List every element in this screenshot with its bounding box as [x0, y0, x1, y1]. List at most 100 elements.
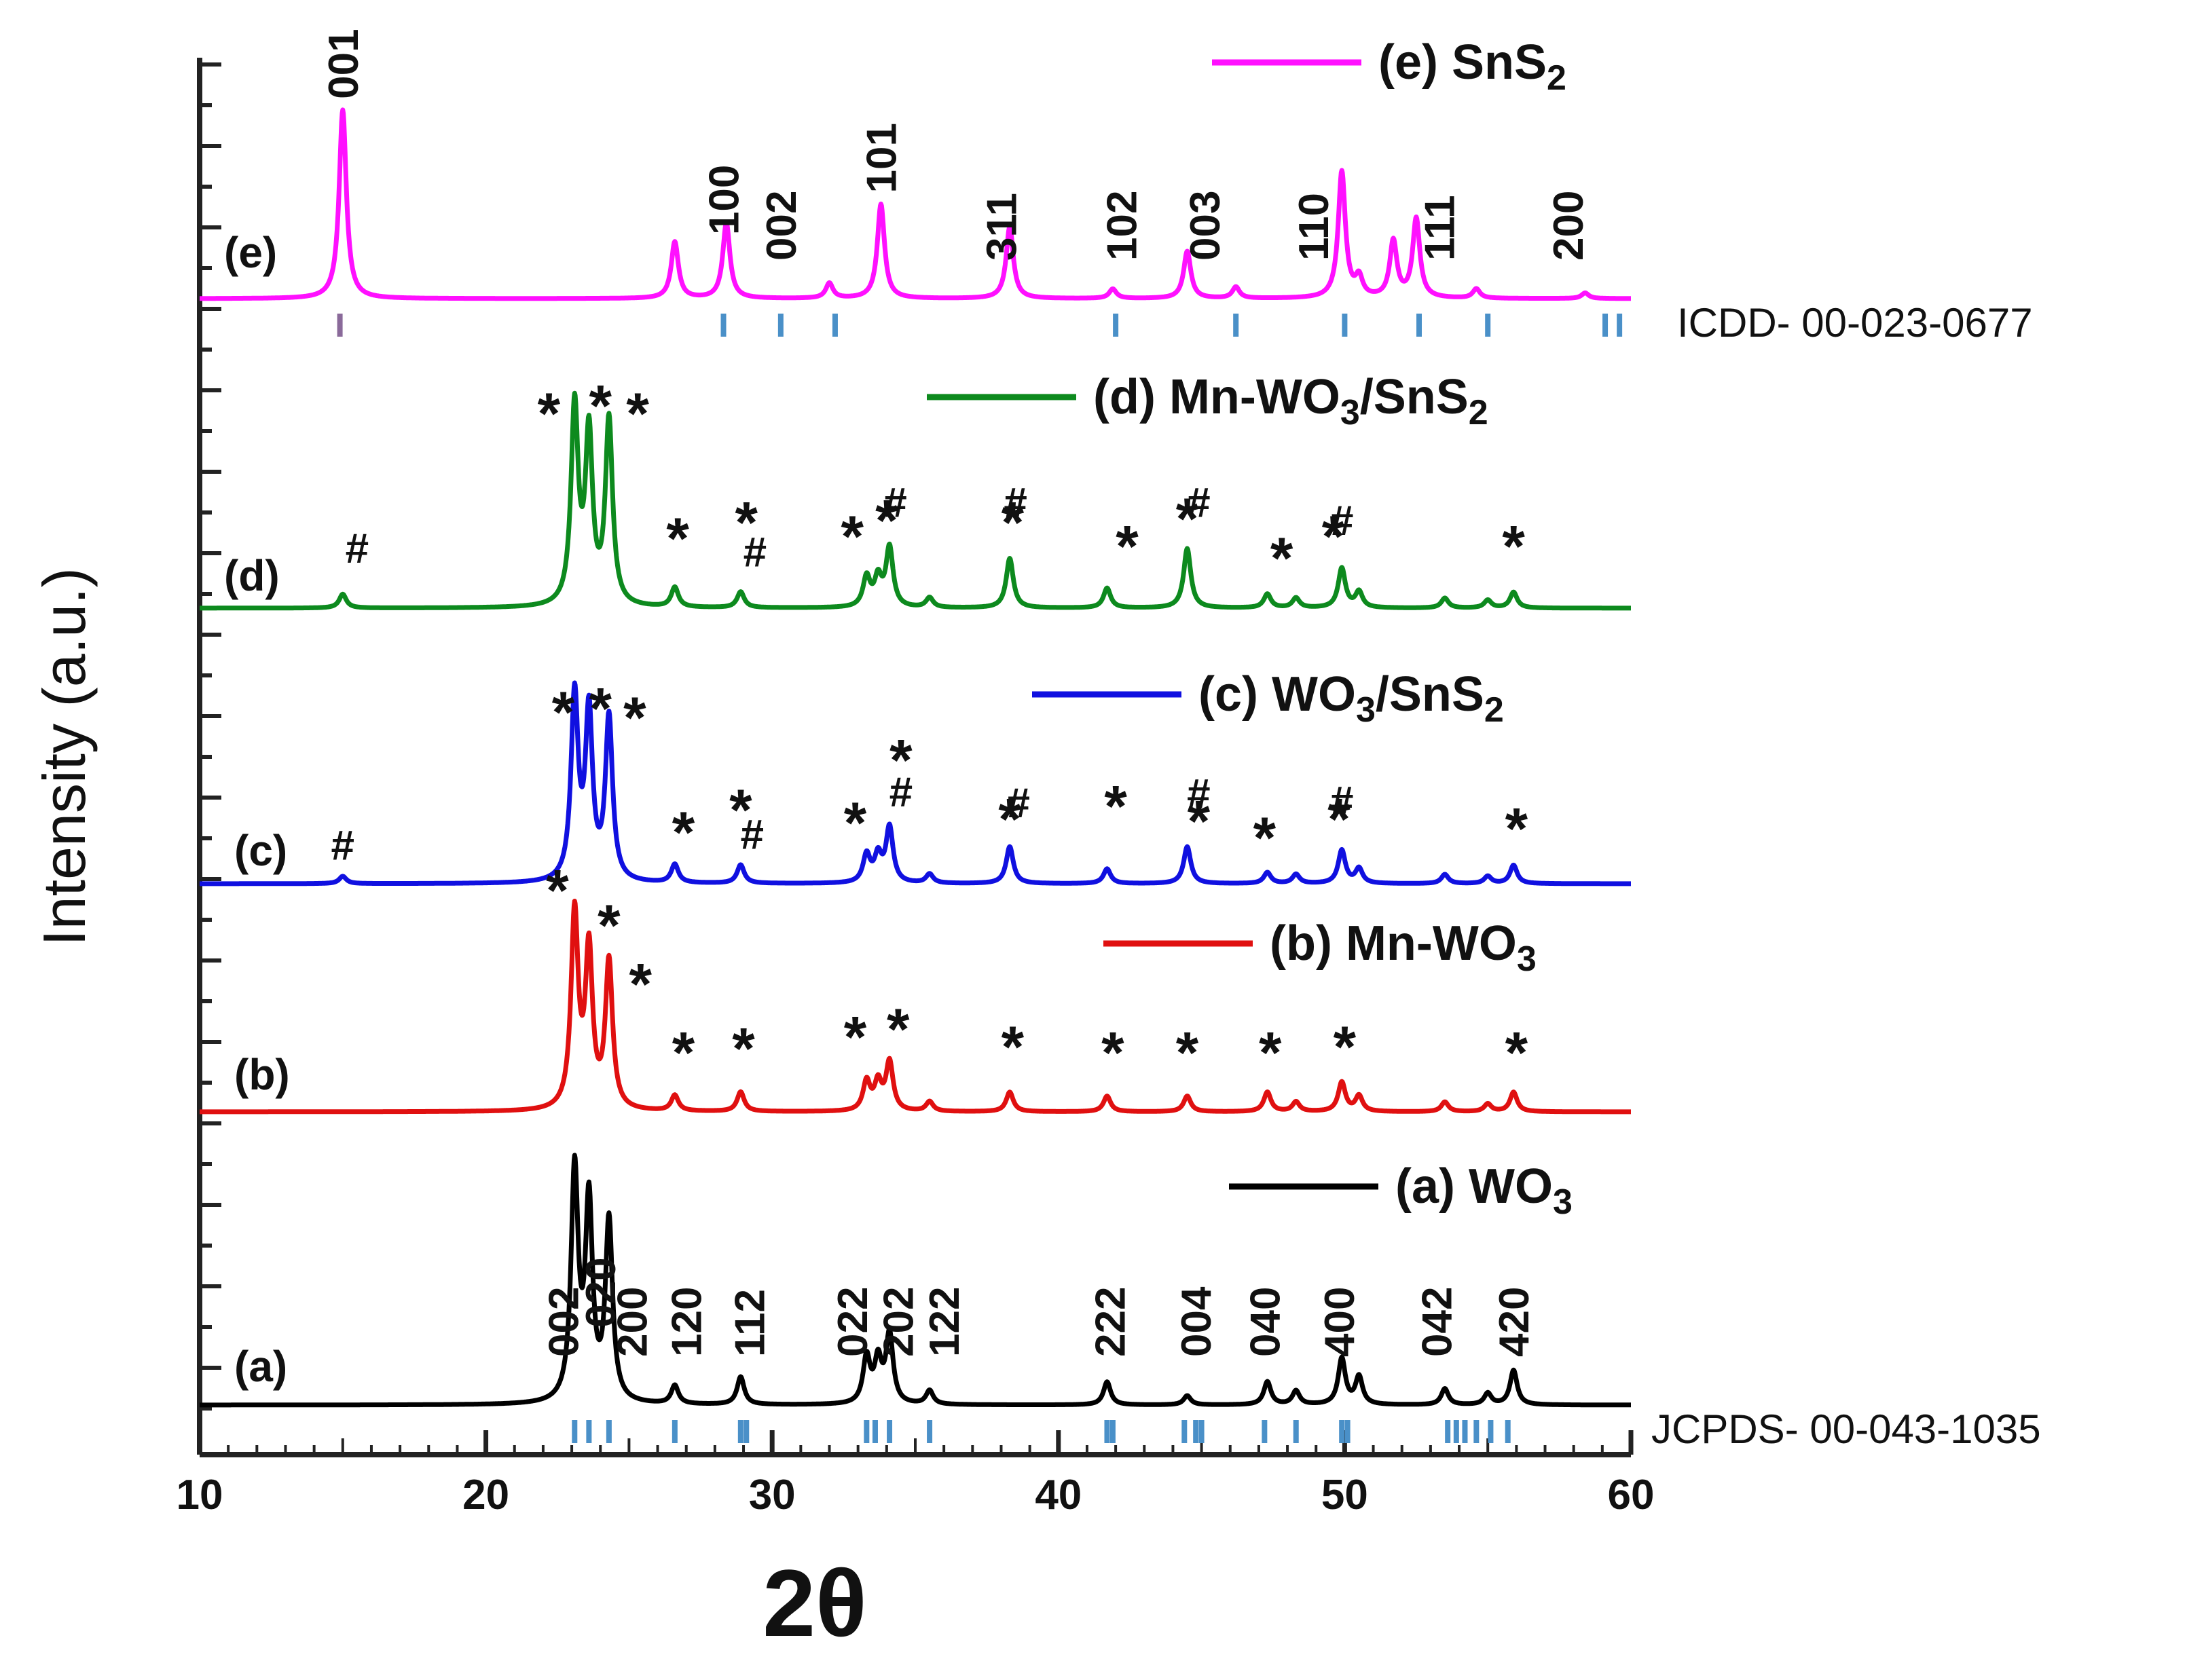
y-axis-title: Intensity (a.u.) — [31, 567, 98, 946]
star-marker-b: * — [672, 1020, 695, 1085]
star-marker-b: * — [1101, 1020, 1124, 1085]
reference-tick — [1485, 314, 1491, 337]
reference-tick — [1262, 1420, 1268, 1443]
reference-label-a: JCPDS- 00-043-1035 — [1651, 1406, 2041, 1452]
reference-tick — [737, 1420, 743, 1443]
legend-text-subscript: 3 — [1356, 690, 1376, 730]
miller-index-e: 001 — [320, 29, 367, 98]
series-line-e — [198, 107, 1633, 301]
x-axis-title: 2θ — [763, 1550, 867, 1656]
legend-text-e: (e) SnS2 — [1378, 35, 1566, 98]
star-marker-b: * — [629, 952, 653, 1018]
star-marker-b: * — [1505, 1020, 1528, 1085]
series-line-d — [198, 390, 1633, 611]
miller-index-a: 020 — [578, 1257, 625, 1327]
star-marker-b: * — [1176, 1020, 1199, 1085]
hash-marker-d: # — [1187, 480, 1210, 527]
miller-index-a: 420 — [1491, 1287, 1538, 1357]
curve-label-c: (c) — [234, 826, 287, 875]
miller-index-a: 122 — [921, 1287, 968, 1357]
legend-text-main: (a) WO — [1395, 1159, 1553, 1214]
legend-text-main: (c) WO — [1198, 667, 1356, 722]
series-line-c — [198, 680, 1633, 886]
legend-text-main: (b) Mn-WO — [1270, 916, 1517, 971]
star-marker-c: * — [589, 677, 612, 742]
reference-tick — [586, 1420, 592, 1443]
reference-tick — [1344, 1420, 1351, 1443]
star-marker-d: * — [589, 373, 612, 438]
miller-index-a: 200 — [610, 1287, 657, 1357]
miller-index-e: 002 — [758, 191, 805, 261]
legend-text-tail: /SnS — [1360, 370, 1469, 424]
legend-text-subscript: 2 — [1547, 58, 1566, 98]
reference-tick — [1462, 1420, 1468, 1443]
star-marker-c: * — [1253, 806, 1277, 871]
legend-text-c: (c) WO3/SnS2 — [1198, 667, 1504, 730]
miller-index-e: 102 — [1099, 191, 1146, 261]
miller-index-e: 100 — [701, 165, 748, 235]
star-marker-b: * — [1002, 1015, 1025, 1080]
reference-tick-layer — [337, 314, 1623, 1443]
miller-index-a: 202 — [876, 1287, 923, 1357]
reference-tick — [1233, 314, 1239, 337]
miller-index-a: 112 — [727, 1289, 774, 1357]
star-marker-b: * — [1334, 1015, 1357, 1080]
reference-tick — [927, 1420, 933, 1443]
star-marker-d: * — [626, 381, 649, 447]
reference-tick — [777, 314, 784, 337]
reference-tick — [1488, 1420, 1494, 1443]
reference-tick — [1181, 1420, 1188, 1443]
legend-text-d: (d) Mn-WO3/SnS2 — [1093, 370, 1488, 432]
hash-marker-d: # — [743, 529, 767, 576]
star-marker-d: * — [666, 506, 689, 572]
star-marker-b: * — [844, 1005, 867, 1070]
hash-marker-c: # — [331, 823, 354, 870]
star-marker-d: * — [875, 489, 898, 554]
star-marker-d: * — [1502, 515, 1525, 580]
star-marker-c: * — [623, 686, 646, 751]
hash-marker-c: # — [1187, 771, 1210, 818]
hash-marker-c: # — [1330, 778, 1353, 825]
hash-marker-d: # — [1330, 498, 1353, 544]
curve-label-a: (a) — [234, 1342, 287, 1391]
reference-tick — [1198, 1420, 1205, 1443]
reference-tick — [1453, 1420, 1459, 1443]
legend-text-subscript: 3 — [1340, 393, 1360, 432]
reference-tick — [720, 314, 727, 337]
reference-tick — [672, 1420, 678, 1443]
star-marker-c: * — [1104, 774, 1127, 840]
miller-index-e: 003 — [1182, 191, 1229, 261]
reference-tick — [1339, 1420, 1345, 1443]
hash-marker-d: # — [1004, 480, 1027, 527]
curve-label-d: (d) — [224, 551, 280, 600]
reference-tick — [1113, 314, 1119, 337]
star-marker-c: * — [552, 680, 575, 745]
hash-marker-c: # — [740, 811, 763, 858]
labels-layer: (a) (a) WO 3 JCPDS- 00-043-1035 (b) (b) Mn-WO… — [224, 29, 2041, 1452]
curve-label-e: (e) — [224, 228, 277, 277]
star-marker-d: * — [735, 491, 758, 556]
miller-index-a: 040 — [1242, 1287, 1289, 1357]
curve-label-b: (b) — [234, 1050, 290, 1099]
hash-marker-d: # — [883, 480, 906, 527]
star-marker-c: * — [998, 787, 1021, 853]
legend-text-subscript: 2 — [1484, 690, 1504, 730]
series-line-b — [198, 899, 1633, 1115]
reference-tick — [1617, 314, 1623, 337]
reference-label-e: ICDD- 00-023-0677 — [1677, 300, 2033, 346]
miller-index-e: 101 — [858, 123, 905, 193]
reference-tick — [606, 1420, 612, 1443]
star-marker-c: * — [844, 791, 867, 856]
star-marker-d: * — [1322, 504, 1345, 570]
reference-tick — [1445, 1420, 1451, 1443]
star-marker-b: * — [546, 858, 569, 923]
star-marker-b: * — [1259, 1020, 1282, 1085]
reference-tick — [572, 1420, 578, 1443]
miller-index-a: 002 — [540, 1287, 587, 1357]
miller-index-e: 200 — [1545, 191, 1592, 261]
reference-tick — [1505, 1420, 1511, 1443]
star-marker-d: * — [1116, 515, 1139, 580]
hash-marker-d: # — [346, 525, 369, 572]
